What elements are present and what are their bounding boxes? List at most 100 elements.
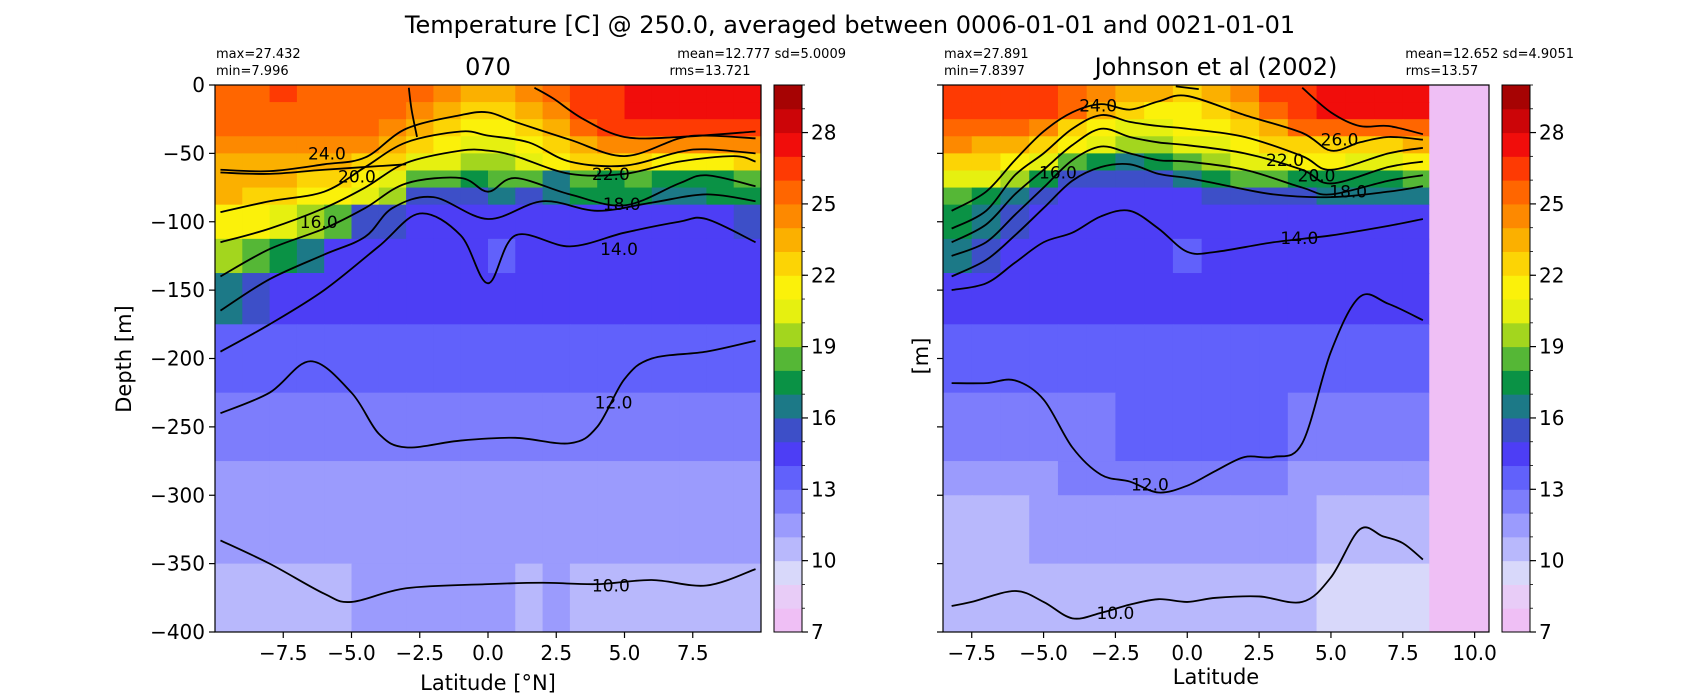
heatmap-cell <box>1345 187 1375 206</box>
heatmap-cell <box>488 461 516 565</box>
heatmap-cell <box>1345 392 1375 462</box>
heatmap-cell <box>1144 273 1174 325</box>
heatmap-cell <box>515 273 544 325</box>
heatmap-cell <box>1374 324 1404 394</box>
heatmap-cell <box>569 119 598 137</box>
heatmap-cell <box>733 324 761 394</box>
heatmap-cell <box>971 392 1002 462</box>
heatmap-cell <box>597 461 626 565</box>
heatmap-cell <box>733 85 761 103</box>
heatmap-cell <box>351 324 380 394</box>
colorbar-swatch <box>774 608 802 633</box>
x-tick-label: 7.5 <box>677 641 709 665</box>
colorbar-tick-label: 10 <box>811 549 836 573</box>
heatmap-cell <box>406 153 434 172</box>
heatmap-cell <box>433 85 462 103</box>
contour-label: 20.0 <box>1298 166 1336 186</box>
x-tick-label: −2.5 <box>1091 641 1140 665</box>
heatmap-cell <box>569 324 598 394</box>
panel-model-plot: 10.012.014.016.018.020.0 22.024.0−7.5 −5.0… <box>150 73 762 665</box>
heatmap-cell <box>488 136 516 154</box>
heatmap-cell <box>1287 495 1318 565</box>
heatmap-cell <box>324 136 353 154</box>
contour-line-24.0 <box>951 94 1423 212</box>
heatmap-cell <box>269 563 298 632</box>
heatmap-cell <box>1230 85 1260 103</box>
heatmap-cell <box>1374 204 1404 240</box>
heatmap-cell <box>1172 324 1203 394</box>
colorbar-swatch <box>774 322 802 348</box>
heatmap-cell <box>1201 461 1231 496</box>
heatmap-cell <box>1115 238 1145 274</box>
panel-model-xlabel: Latitude [°N] <box>420 671 556 695</box>
heatmap-cell <box>1000 136 1030 154</box>
colorbar-swatch <box>1502 346 1530 371</box>
colorbar-swatch <box>774 275 802 300</box>
colorbar-swatch <box>774 536 802 562</box>
heatmap-cell <box>542 170 571 189</box>
heatmap-cell <box>706 187 735 206</box>
heatmap-cell <box>1259 170 1289 189</box>
heatmap-cell <box>515 563 544 632</box>
heatmap-cell <box>542 563 571 632</box>
heatmap-cell <box>1316 495 1346 565</box>
heatmap-cell <box>433 170 462 189</box>
heatmap-cell <box>1259 273 1289 325</box>
colorbar-swatch <box>774 108 802 134</box>
colorbar-swatch <box>1502 560 1530 585</box>
heatmap-cell <box>460 119 489 137</box>
heatmap-cell <box>1402 392 1430 462</box>
heatmap-cell <box>1259 392 1289 462</box>
heatmap-cell <box>1000 273 1030 325</box>
heatmap-cell <box>1144 324 1174 394</box>
heatmap-cell <box>679 563 707 632</box>
heatmap-cell <box>1230 324 1260 394</box>
heatmap-cell <box>1057 85 1088 103</box>
heatmap-cell <box>1086 170 1117 189</box>
heatmap-cell <box>1316 238 1346 274</box>
heatmap-cell <box>1144 85 1174 103</box>
colorbar-swatch <box>1502 513 1530 538</box>
heatmap-cell <box>733 273 761 325</box>
heatmap-cell <box>624 136 653 154</box>
heatmap-cell <box>1259 204 1289 240</box>
heatmap-cell <box>651 238 680 274</box>
colorbar-swatch <box>774 513 802 538</box>
colorbar-tick-label: 7 <box>811 620 824 644</box>
y-tick-label: −200 <box>150 347 205 371</box>
heatmap-cell <box>569 153 598 172</box>
heatmap-cell <box>733 102 761 120</box>
heatmap-cell <box>1287 170 1318 189</box>
heatmap-cell <box>515 461 544 565</box>
heatmap-cell <box>1230 187 1260 206</box>
heatmap-cell <box>971 187 1002 206</box>
heatmap-cell <box>1345 85 1375 103</box>
heatmap-cell <box>1172 187 1203 206</box>
heatmap-cell <box>943 324 973 394</box>
heatmap-cell <box>706 324 735 394</box>
colorbar-swatch <box>1502 417 1530 443</box>
colorbar-tick-label: 13 <box>1539 477 1564 501</box>
heatmap-cell <box>624 204 653 240</box>
heatmap-cell <box>1201 273 1231 325</box>
panel-obs-stat-max: max=27.891 <box>944 47 1029 62</box>
heatmap-cell <box>351 563 380 632</box>
heatmap-cell <box>351 102 380 120</box>
heatmap-cell <box>733 170 761 189</box>
heatmap-cell <box>1057 204 1088 240</box>
heatmap-cell <box>1402 102 1430 120</box>
heatmap-cell <box>1230 136 1260 154</box>
heatmap-cell <box>1000 153 1030 172</box>
heatmap-cell <box>1259 85 1289 103</box>
contour-label: 10.0 <box>1096 604 1134 624</box>
heatmap-cell <box>515 85 544 103</box>
heatmap-cell <box>242 119 271 137</box>
heatmap-cell <box>542 102 571 120</box>
heatmap-cell <box>1000 563 1030 632</box>
colorbar-swatch <box>774 156 802 181</box>
contour-line-20.0 <box>220 148 756 244</box>
heatmap-cell <box>406 324 434 394</box>
y-tick-label: −150 <box>150 278 205 302</box>
heatmap-cell <box>1374 563 1404 632</box>
panel-model-stat-rms: rms=13.721 <box>670 64 751 79</box>
